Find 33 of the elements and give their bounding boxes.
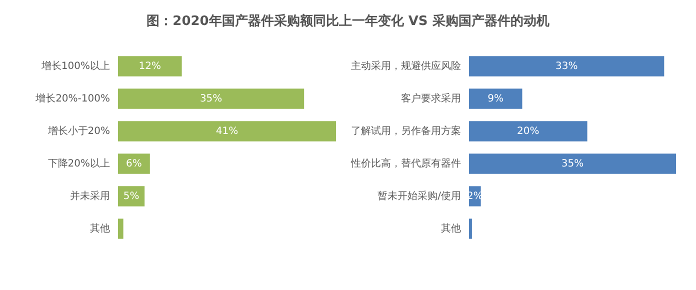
data-label: 5% <box>123 190 140 202</box>
bar <box>118 218 124 239</box>
y-tick-label: 其他 <box>90 222 110 234</box>
bar <box>118 121 336 142</box>
bar <box>469 88 522 109</box>
chart-title: 图：2020年国产器件采购额同比上一年变化 VS 采购国产器件的动机 <box>146 12 550 31</box>
y-tick-label: 增长100%以上 <box>40 60 110 72</box>
bar <box>469 121 588 142</box>
bar <box>118 56 182 76</box>
bar <box>469 218 472 239</box>
bar <box>469 56 664 76</box>
bar <box>118 186 145 206</box>
y-tick-label: 增长小于20% <box>46 124 110 137</box>
data-label: 41% <box>216 126 238 137</box>
data-label: 20% <box>517 126 540 137</box>
y-tick-label: 了解试用，另作备用方案 <box>351 124 461 137</box>
y-tick-label: 其他 <box>441 222 461 234</box>
data-label: 9% <box>488 93 504 104</box>
data-label: 12% <box>138 60 162 72</box>
data-label: 6% <box>126 158 142 170</box>
y-tick-label: 并未采用 <box>70 190 110 202</box>
y-tick-label: 下降20%以上 <box>48 157 110 170</box>
y-tick-label: 客户要求采用 <box>401 92 461 104</box>
y-tick-label: 主动采用，规避供应风险 <box>351 60 461 72</box>
data-label: 35% <box>200 93 222 104</box>
y-tick-label: 性价比高，替代原有器件 <box>350 157 461 170</box>
bar <box>469 154 676 174</box>
y-tick-label: 暂未开始采购/使用 <box>378 190 461 202</box>
bar <box>118 88 304 109</box>
data-label: 33% <box>555 60 578 72</box>
y-tick-label: 增长20%-100% <box>34 92 110 104</box>
bar <box>118 154 150 174</box>
data-label: 35% <box>561 158 584 170</box>
